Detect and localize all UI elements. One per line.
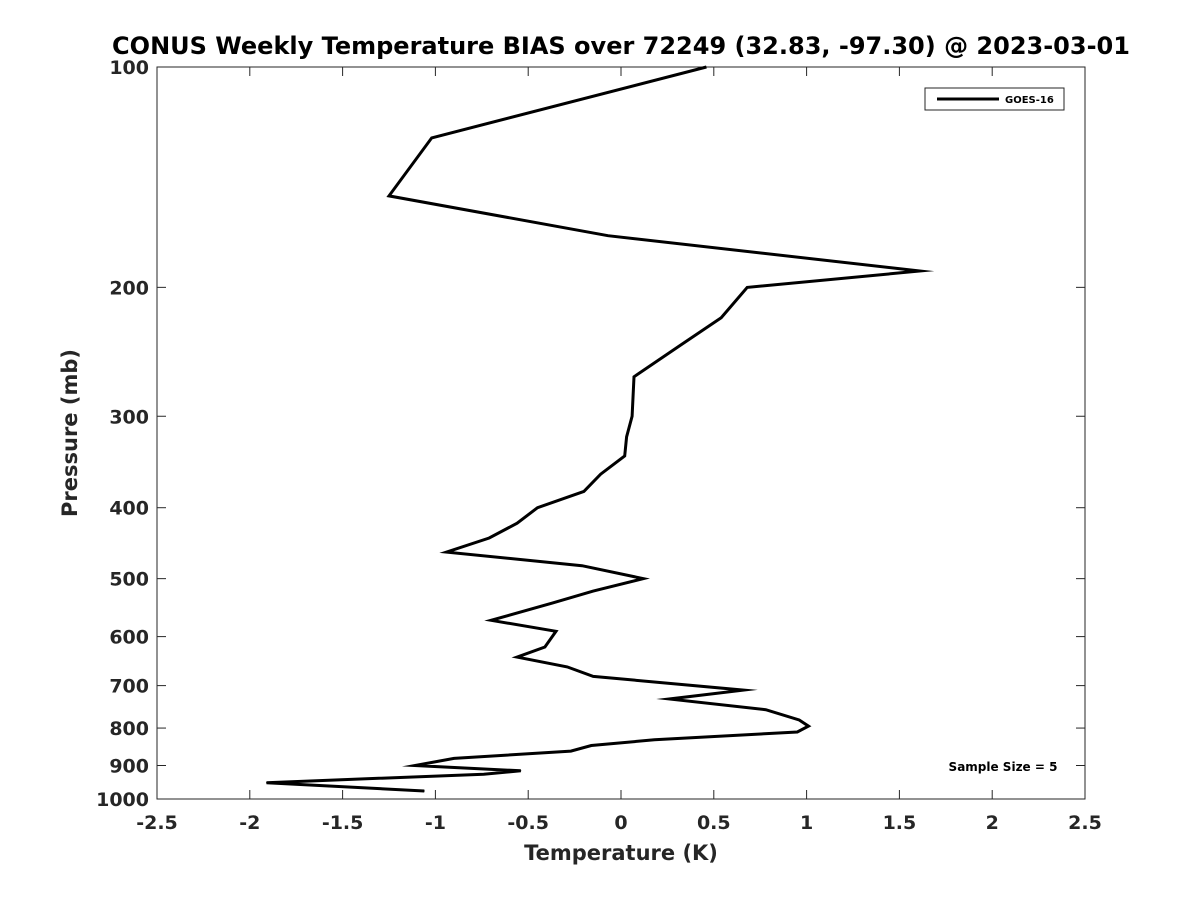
y-tick-label: 300 (109, 406, 149, 428)
data-point (520, 770, 522, 772)
x-tick-label: -1 (425, 812, 446, 834)
plot-area (156, 66, 1086, 800)
data-point (570, 750, 572, 752)
x-axis: -2.5 -2 -1.5 -1 -0.5 0 0.5 1 1.5 2 2.5 (136, 67, 1102, 834)
series-layer (266, 65, 935, 793)
data-point (566, 666, 568, 668)
x-tick-label: -2.5 (136, 812, 178, 834)
y-axis-label: Pressure (mb) (58, 349, 82, 517)
y-tick-label: 900 (109, 756, 149, 778)
series-line (266, 65, 935, 793)
data-point (592, 675, 594, 677)
data-point (631, 415, 633, 417)
data-point (600, 473, 602, 475)
x-tick-label: -0.5 (507, 812, 549, 834)
y-axis: 100 200 300 400 500 600 700 800 900 1000 (96, 57, 1085, 811)
data-point (624, 455, 626, 457)
x-tick-label: 0 (614, 812, 627, 834)
y-tick-label: 500 (109, 569, 149, 591)
legend-label: GOES-16 (1005, 95, 1054, 106)
x-tick-label: 1.5 (883, 812, 917, 834)
data-point (490, 619, 492, 621)
data-point (516, 656, 518, 658)
data-point (555, 630, 557, 632)
data-point (607, 235, 609, 237)
chart-title: CONUS Weekly Temperature BIAS over 72249… (112, 32, 1130, 60)
x-tick-label: 1 (800, 812, 813, 834)
data-point (516, 522, 518, 524)
y-tick-label: 700 (109, 676, 149, 698)
data-point (796, 731, 798, 733)
data-point (679, 344, 681, 346)
data-point (446, 551, 447, 553)
data-point (668, 698, 670, 700)
data-point (423, 790, 425, 792)
data-point (653, 739, 655, 741)
data-point (551, 602, 553, 604)
y-tick-label: 100 (109, 57, 149, 79)
data-point (808, 725, 809, 727)
y-tick-label: 600 (109, 627, 149, 649)
y-tick-label: 1000 (96, 789, 149, 811)
y-tick-label: 200 (109, 277, 149, 299)
data-point (388, 195, 390, 197)
sample-size-annotation: Sample Size = 5 (949, 760, 1058, 774)
data-point (483, 773, 485, 775)
y-tick-label: 800 (109, 718, 149, 740)
data-point (720, 317, 722, 319)
data-point (798, 719, 800, 721)
data-point (590, 745, 592, 746)
data-point (743, 689, 744, 691)
legend: GOES-16 (924, 87, 1065, 111)
data-point (633, 376, 635, 378)
data-point (488, 537, 490, 539)
data-point (642, 578, 644, 580)
x-tick-label: -1.5 (322, 812, 364, 834)
data-point (583, 490, 585, 492)
data-point (592, 590, 594, 592)
data-point (746, 286, 748, 288)
y-tick-label: 400 (109, 498, 149, 520)
data-point (537, 507, 538, 509)
data-point (765, 709, 767, 711)
data-point (414, 765, 416, 766)
data-point (266, 782, 267, 784)
data-point (626, 436, 628, 438)
x-tick-label: -2 (239, 812, 260, 834)
x-tick-label: 0.5 (697, 812, 731, 834)
data-point (581, 565, 583, 567)
data-point (919, 270, 921, 272)
x-tick-label: 2.5 (1068, 812, 1102, 834)
series-goes-16 (266, 65, 935, 793)
x-axis-label: Temperature (K) (524, 841, 718, 865)
x-tick-label: 2 (986, 812, 999, 834)
data-point (453, 757, 455, 759)
data-point (544, 646, 546, 648)
data-point (431, 137, 433, 139)
data-point (705, 66, 707, 68)
